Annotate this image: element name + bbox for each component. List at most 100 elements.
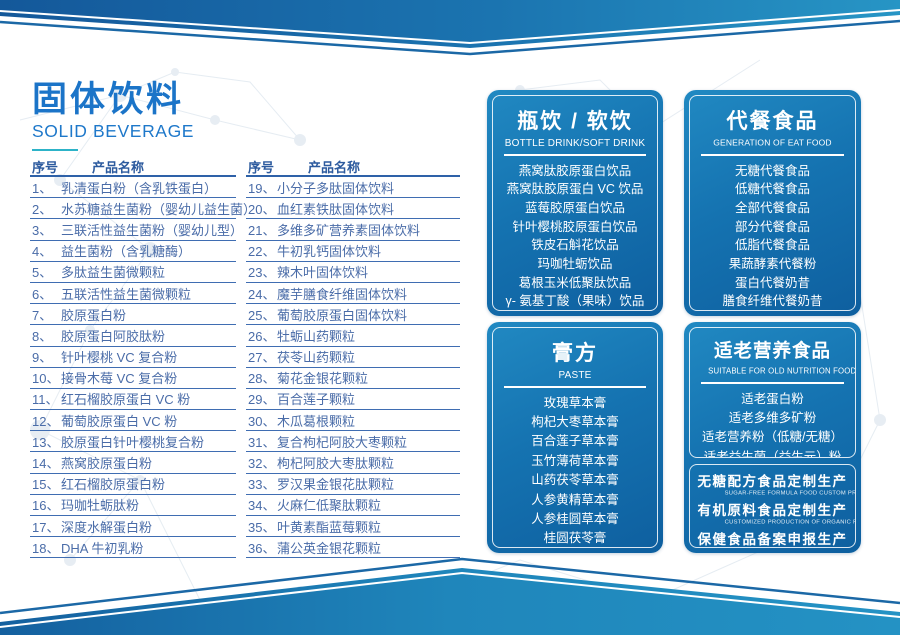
row-number: 3、: [32, 222, 53, 238]
row-product-name: 燕窝胶原蛋白粉: [61, 456, 153, 472]
row-number: 30、: [248, 413, 276, 429]
row-product-name: 辣木叶固体饮料: [277, 265, 369, 281]
row-product-name: 益生菌粉（含乳糖酶）: [61, 244, 192, 260]
row-number: 10、: [32, 371, 60, 387]
row-product-name: 玛咖牡蛎肽粉: [61, 498, 140, 514]
row-number: 12、: [32, 413, 60, 429]
page-subtitle: SOLID BEVERAGE: [32, 120, 195, 141]
product-table-column-2: 序号 产品名称 19、 小分子多肽固体饮料 20、 血红素铁肽固体饮料 21、 …: [246, 157, 460, 559]
panel-item: 玛咖牡蛎饮品: [537, 257, 613, 272]
panel-item: 部分代餐食品: [734, 219, 810, 234]
product-table-column-1: 序号 产品名称 1、 乳清蛋白粉（含乳铁蛋白） 2、 水苏糖益生菌粉（婴幼儿益生…: [30, 157, 256, 559]
panel-divider: [700, 382, 845, 384]
row-product-name: 红石榴胶原蛋白粉: [61, 477, 166, 493]
row-product-name: 蒲公英金银花颗粒: [277, 540, 382, 556]
row-number: 24、: [248, 286, 276, 302]
product-list-2: 19、 小分子多肽固体饮料 20、 血红素铁肽固体饮料 21、 多维多矿营养素固…: [246, 177, 460, 559]
panel-title: 膏方: [552, 342, 598, 365]
table-row: 27、 茯苓山药颗粒: [246, 347, 460, 368]
statement-cn: 无糖配方食品定制生产: [697, 474, 848, 489]
panel-item: 燕窝肽胶原蛋白 VC 饮品: [506, 182, 644, 197]
row-product-name: 多维多矿营养素固体饮料: [277, 222, 421, 238]
row-number: 20、: [248, 201, 276, 217]
row-number: 6、: [32, 286, 53, 302]
row-number: 11、: [32, 392, 59, 408]
panel-title: 适老营养食品: [713, 340, 831, 361]
panel-item: 蛋白代餐奶昔: [734, 275, 810, 290]
table-row: 13、 胶原蛋白针叶樱桃复合粉: [30, 431, 236, 453]
row-number: 29、: [248, 392, 276, 408]
table-row: 28、 菊花金银花颗粒: [246, 368, 460, 389]
panel-title: 瓶饮 / 软饮: [517, 110, 633, 133]
panel-item: 燕窝肽胶原蛋白饮品: [518, 163, 632, 178]
row-product-name: 木瓜葛根颗粒: [277, 413, 356, 429]
row-product-name: 乳清蛋白粉（含乳铁蛋白）: [61, 180, 218, 196]
panel-subtitle: GENERATION OF EAT FOOD: [713, 138, 832, 149]
page-header: 固体饮料 SOLID BEVERAGE: [32, 81, 195, 151]
row-number: 16、: [32, 498, 60, 514]
panel-item-list: 玫瑰草本膏 枸杞大枣草本膏 百合莲子草本膏 玉竹薄荷草本膏 山药茯苓草本膏 人参黄精草本膏…: [493, 394, 657, 548]
row-number: 7、: [32, 307, 53, 323]
panel-title: 代餐食品: [726, 110, 819, 133]
table-row: 18、 DHA 牛初乳粉: [30, 537, 236, 559]
panel-item: 蓝莓胶原蛋白饮品: [524, 200, 625, 215]
row-number: 27、: [248, 350, 276, 366]
table-row: 1、 乳清蛋白粉（含乳铁蛋白）: [30, 177, 236, 199]
row-product-name: 胶原蛋白粉: [61, 307, 127, 323]
table-row: 2、 水苏糖益生菌粉（婴幼儿益生菌）: [30, 198, 256, 220]
panel-item: 适老益生菌（益生元）粉: [703, 449, 842, 458]
row-number: 25、: [248, 307, 276, 323]
panel-item: 低糖代餐食品: [734, 182, 810, 197]
panel-subtitle: PASTE: [558, 370, 592, 381]
product-list-1: 1、 乳清蛋白粉（含乳铁蛋白） 2、 水苏糖益生菌粉（婴幼儿益生菌） 3、 三联…: [30, 177, 256, 559]
row-number: 35、: [248, 519, 276, 535]
statement-cn: 有机原料食品定制生产: [697, 503, 848, 518]
title-underline: [32, 148, 78, 151]
table-row: 6、 五联活性益生菌微颗粒: [30, 283, 236, 305]
production-statements-box: 无糖配方食品定制生产 SUGAR-FREE FORMULA FOOD CUSTO…: [689, 464, 856, 548]
panel-item: 适老蛋白粉: [741, 391, 804, 406]
table-row: 33、 罗汉果金银花肽颗粒: [246, 474, 460, 495]
row-number: 15、: [32, 477, 60, 493]
row-product-name: 血红素铁肽固体饮料: [277, 201, 395, 217]
panel-item: 人参桂圆草本膏: [531, 511, 619, 526]
panel-item-list: 燕窝肽胶原蛋白饮品 燕窝肽胶原蛋白 VC 饮品 蓝莓胶原蛋白饮品 针叶樱桃胶原蛋白饮品…: [493, 162, 657, 311]
table-row: 4、 益生菌粉（含乳糖酶）: [30, 241, 236, 262]
row-number: 33、: [248, 477, 276, 493]
table-row: 20、 血红素铁肽固体饮料: [246, 198, 460, 220]
row-product-name: 叶黄素酯蓝莓颗粒: [277, 519, 382, 535]
row-number: 34、: [248, 498, 276, 514]
table-row: 30、 木瓜葛根颗粒: [246, 410, 460, 432]
panel-subtitle: SUITABLE FOR OLD NUTRITION FOOD: [708, 367, 856, 376]
panel-item: 针叶樱桃胶原蛋白饮品: [512, 219, 638, 234]
panel-bottle-drink: 瓶饮 / 软饮 BOTTLE DRINK/SOFT DRINK 燕窝肽胶原蛋白饮…: [487, 90, 663, 316]
panel-inner-border: 代餐食品 GENERATION OF EAT FOOD 无糖代餐食品 低糖代餐食品…: [689, 95, 856, 311]
production-statement: 无糖配方食品定制生产 SUGAR-FREE FORMULA FOOD CUSTO…: [690, 470, 856, 499]
table-row: 21、 多维多矿营养素固体饮料: [246, 219, 460, 241]
panel-divider: [503, 154, 647, 156]
panel-item: 桂圆茯苓膏: [543, 531, 607, 546]
panel-meal-replacement: 代餐食品 GENERATION OF EAT FOOD 无糖代餐食品 低糖代餐食品…: [684, 90, 861, 316]
production-statement: 保健食品备案申报生产 HEALTH FOOD PRODUCTION DECLAR…: [690, 528, 855, 547]
row-product-name: 深度水解蛋白粉: [61, 519, 153, 535]
production-statement: 有机原料食品定制生产 CUSTOMIZED PRODUCTION OF ORGA…: [690, 499, 856, 528]
row-product-name: 菊花金银花颗粒: [277, 371, 369, 387]
panel-item: 膳食纤维代餐奶昔: [722, 294, 823, 309]
panel-subtitle: BOTTLE DRINK/SOFT DRINK: [504, 138, 646, 149]
row-number: 4、: [32, 244, 53, 260]
table-row: 36、 蒲公英金银花颗粒: [246, 537, 460, 559]
row-number: 31、: [248, 434, 276, 450]
panel-item: 百合莲子草本膏: [531, 434, 619, 449]
table-row: 35、 叶黄素酯蓝莓颗粒: [246, 516, 460, 538]
row-number: 18、: [32, 540, 60, 556]
table-row: 9、 针叶樱桃 VC 复合粉: [30, 347, 236, 368]
table-row: 3、 三联活性益生菌粉（婴幼儿型）: [30, 219, 243, 241]
table-row: 29、 百合莲子颗粒: [246, 389, 460, 411]
panel-item: 低脂代餐食品: [734, 238, 810, 253]
table-row: 14、 燕窝胶原蛋白粉: [30, 452, 236, 474]
table-row: 7、 胶原蛋白粉: [30, 304, 236, 326]
column-header-name: 产品名称: [92, 159, 145, 175]
top-decorative-band: [0, 0, 900, 56]
table-row: 10、 接骨木莓 VC 复合粉: [30, 368, 236, 389]
